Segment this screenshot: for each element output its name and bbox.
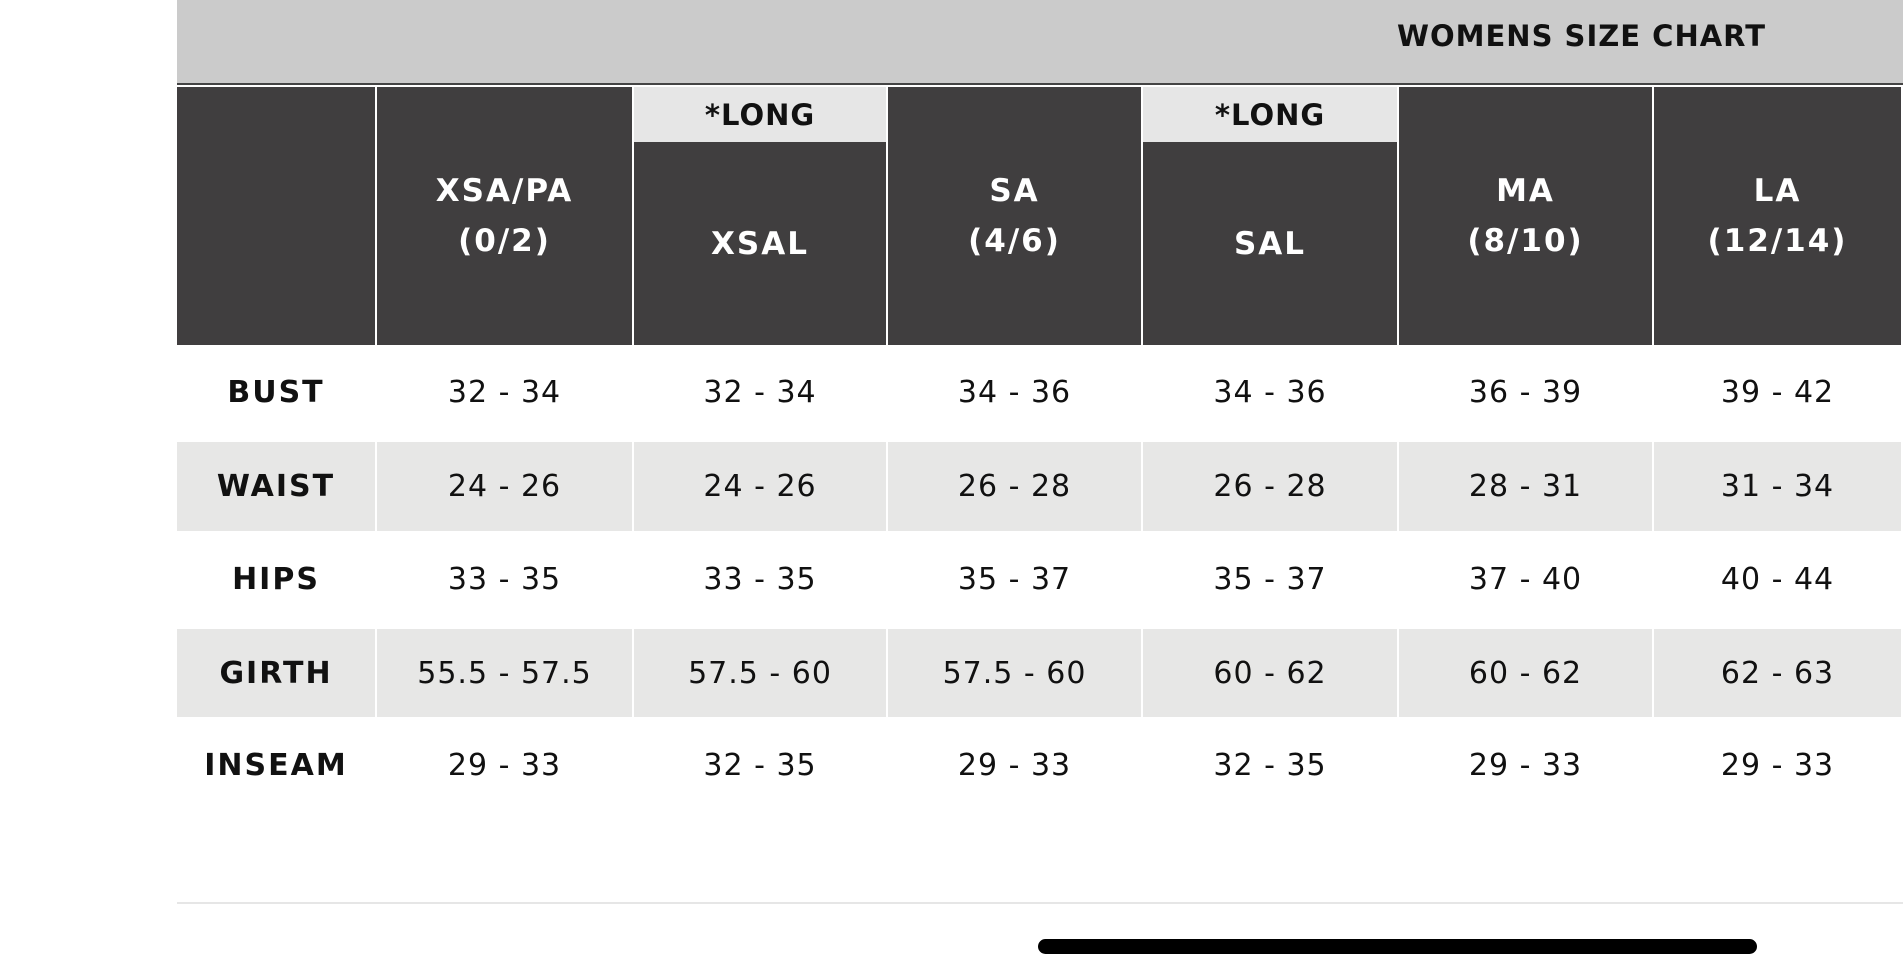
cell: 31 - 34 bbox=[1654, 442, 1901, 531]
cell: 32 - 34 bbox=[377, 345, 632, 440]
column-header: XSA/PA (0/2) bbox=[377, 87, 632, 345]
cell: 32 - 34 bbox=[634, 345, 886, 440]
cell: 24 - 26 bbox=[634, 442, 886, 531]
row-label: HIPS bbox=[177, 532, 375, 626]
cell: 62 - 63 bbox=[1654, 629, 1901, 717]
tag-text: *LONG bbox=[704, 97, 816, 132]
cell: 32 - 35 bbox=[1143, 717, 1397, 813]
cell: 26 - 28 bbox=[888, 442, 1141, 531]
column-header: LA (12/14) bbox=[1654, 87, 1901, 345]
bottom-divider bbox=[177, 902, 1903, 904]
cell: 57.5 - 60 bbox=[888, 629, 1141, 717]
column-label: XSA/PA bbox=[435, 173, 574, 209]
row-label: WAIST bbox=[177, 442, 375, 531]
title-bar: WOMENS SIZE CHART bbox=[177, 0, 1903, 85]
column-header: SAL bbox=[1143, 142, 1397, 345]
column-sub: (8/10) bbox=[1467, 223, 1584, 259]
cell: 35 - 37 bbox=[1143, 532, 1397, 626]
long-tag: *LONG bbox=[634, 87, 886, 142]
column-header: MA (8/10) bbox=[1399, 87, 1652, 345]
cell: 24 - 26 bbox=[377, 442, 632, 531]
cell: 33 - 35 bbox=[634, 532, 886, 626]
cell: 33 - 35 bbox=[377, 532, 632, 626]
home-indicator bbox=[1038, 939, 1757, 954]
cell: 34 - 36 bbox=[888, 345, 1141, 440]
header-corner bbox=[177, 87, 375, 345]
title: WOMENS SIZE CHART bbox=[1397, 19, 1766, 53]
column-sub: (0/2) bbox=[458, 223, 551, 259]
cell: 40 - 44 bbox=[1654, 532, 1901, 626]
cell: 39 - 42 bbox=[1654, 345, 1901, 440]
column-header: XSAL bbox=[634, 142, 886, 345]
column-label: MA bbox=[1496, 173, 1555, 209]
cell: 29 - 33 bbox=[888, 717, 1141, 813]
cell: 34 - 36 bbox=[1143, 345, 1397, 440]
cell: 36 - 39 bbox=[1399, 345, 1652, 440]
column-sub: (4/6) bbox=[968, 223, 1061, 259]
column-sub: (12/14) bbox=[1707, 223, 1848, 259]
cell: 32 - 35 bbox=[634, 717, 886, 813]
cell: 60 - 62 bbox=[1399, 629, 1652, 717]
row-label: BUST bbox=[177, 345, 375, 440]
column-label: XSAL bbox=[711, 225, 809, 262]
cell: 60 - 62 bbox=[1143, 629, 1397, 717]
column-label: SAL bbox=[1233, 225, 1307, 262]
cell: 57.5 - 60 bbox=[634, 629, 886, 717]
cell: 37 - 40 bbox=[1399, 532, 1652, 626]
cell: 29 - 33 bbox=[1654, 717, 1901, 813]
row-label: INSEAM bbox=[177, 717, 375, 813]
column-header: SA (4/6) bbox=[888, 87, 1141, 345]
cell: 29 - 33 bbox=[377, 717, 632, 813]
cell: 35 - 37 bbox=[888, 532, 1141, 626]
cell: 26 - 28 bbox=[1143, 442, 1397, 531]
cell: 29 - 33 bbox=[1399, 717, 1652, 813]
column-label: LA bbox=[1753, 173, 1802, 209]
cell: 55.5 - 57.5 bbox=[377, 629, 632, 717]
row-label: GIRTH bbox=[177, 629, 375, 717]
long-tag: *LONG bbox=[1143, 87, 1397, 142]
column-label: SA bbox=[989, 173, 1040, 209]
tag-text: *LONG bbox=[1214, 97, 1326, 132]
cell: 28 - 31 bbox=[1399, 442, 1652, 531]
